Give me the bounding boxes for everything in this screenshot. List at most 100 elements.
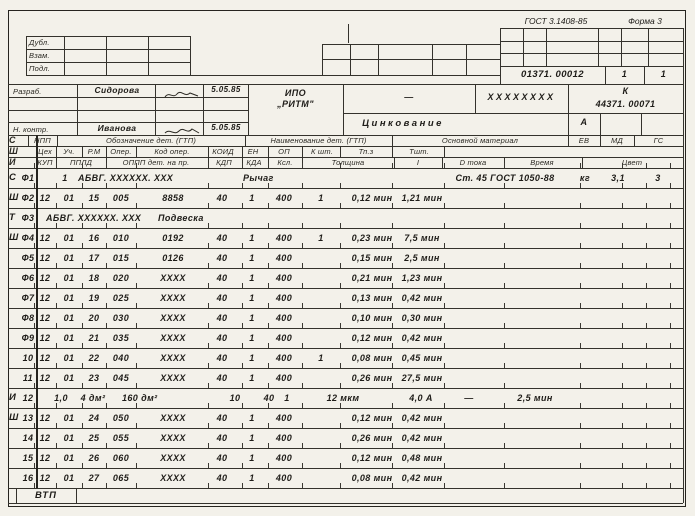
row-cell-en: 1 (249, 333, 255, 343)
column-tick (504, 383, 505, 388)
rule-line (683, 28, 684, 503)
row-number: Ф8 (21, 313, 35, 323)
rule-line (26, 75, 500, 76)
column-tick (56, 243, 57, 248)
row-cell-uch: 01 (63, 313, 75, 323)
column-tick (136, 163, 137, 168)
column-tick (504, 403, 505, 408)
rule-line (598, 28, 599, 66)
column-tick (208, 423, 209, 428)
column-tick (56, 223, 57, 228)
column-tick (622, 303, 623, 308)
row-cell-npp: 1 (62, 173, 68, 183)
rule-line (26, 36, 27, 75)
row-cell-rm: 15 (88, 193, 100, 203)
column-tick (106, 303, 107, 308)
row-cell-oboz3: АБВГ. XXXXXX. XXX (46, 213, 142, 223)
column-tick (646, 243, 647, 248)
column-tick (646, 463, 647, 468)
row-cell-rm: 24 (88, 413, 100, 423)
column-tick (504, 343, 505, 348)
rule-line (208, 146, 209, 157)
column-tick (392, 443, 393, 448)
row-cell-oper: 050 (112, 413, 130, 423)
row-cell-koid: 40 (216, 293, 228, 303)
rule-line (8, 488, 683, 489)
column-tick (242, 183, 243, 188)
column-tick (646, 263, 647, 268)
rule-line (8, 122, 248, 123)
row-cell-oper: 020 (112, 273, 130, 283)
rule-line (343, 84, 344, 135)
rule-line (444, 146, 445, 157)
column-tick (106, 323, 107, 328)
column-tick (622, 343, 623, 348)
rule-line (340, 146, 341, 157)
column-tick (56, 203, 57, 208)
row-cell-rm: 22 (88, 353, 100, 363)
signature-role: Разраб. (13, 87, 42, 96)
row-cell-oper: 015 (112, 253, 130, 263)
column-tick (622, 483, 623, 488)
row-cell-cex: 12 (39, 293, 51, 303)
column-tick (106, 483, 107, 488)
rule-line (343, 113, 683, 114)
column-tick (208, 363, 209, 368)
column-tick (136, 423, 137, 428)
row-cell-cex: 12 (39, 453, 51, 463)
column-tick (56, 343, 57, 348)
column-tick (34, 243, 35, 248)
row-cell-tsht: 1,21 мин (401, 193, 443, 203)
row-cell-en: 1 (249, 453, 255, 463)
row-cell-tpz: 0,12 мин (351, 193, 393, 203)
row-cell-tsht: 27,5 мин (401, 373, 443, 383)
column-tick (646, 183, 647, 188)
rule-line (8, 448, 683, 449)
row-cell-koid: 40 (216, 353, 228, 363)
column-tick (504, 303, 505, 308)
column-tick (302, 463, 303, 468)
row-cell-tpz: 0,10 мин (351, 313, 393, 323)
rule-line (148, 36, 149, 75)
rule-line (568, 84, 569, 135)
rule-line (500, 28, 683, 29)
column-tick (106, 263, 107, 268)
column-tick (56, 463, 57, 468)
column-tick (444, 363, 445, 368)
column-tick (646, 223, 647, 228)
row-cell-oper: 005 (112, 193, 130, 203)
row-cell-tpz: 0,08 мин (351, 473, 393, 483)
column-tick (34, 423, 35, 428)
column-tick (268, 203, 269, 208)
row-cell-oboz: АБВГ. XXXXXX. XXX (78, 173, 174, 183)
column-tick (82, 463, 83, 468)
column-tick (670, 343, 671, 348)
signature-date: 5.05.85 (211, 123, 241, 132)
column-tick (268, 383, 269, 388)
rule-line (600, 135, 601, 146)
row-cell-rm: 20 (88, 313, 100, 323)
row-cell-kod: XXXX (160, 473, 186, 483)
column-tick (56, 163, 57, 168)
header-cell: ЕН (247, 147, 259, 156)
column-tick (646, 163, 647, 168)
column-tick (504, 483, 505, 488)
column-tick (208, 263, 209, 268)
row-cell-cex: 12 (39, 473, 51, 483)
column-tick (136, 263, 137, 268)
row-cell-koid: 40 (216, 453, 228, 463)
column-tick (392, 463, 393, 468)
column-tick (208, 203, 209, 208)
column-tick (444, 203, 445, 208)
column-tick (392, 403, 393, 408)
rule-line (644, 66, 645, 84)
column-tick (340, 443, 341, 448)
rule-line (466, 44, 467, 75)
rule-line (26, 49, 190, 50)
column-tick (268, 223, 269, 228)
row-cell-koid: 40 (216, 233, 228, 243)
column-tick (56, 363, 57, 368)
row-cell-rm: 18 (88, 273, 100, 283)
column-tick (242, 463, 243, 468)
row-cell-kup: 1,0 (54, 393, 68, 403)
